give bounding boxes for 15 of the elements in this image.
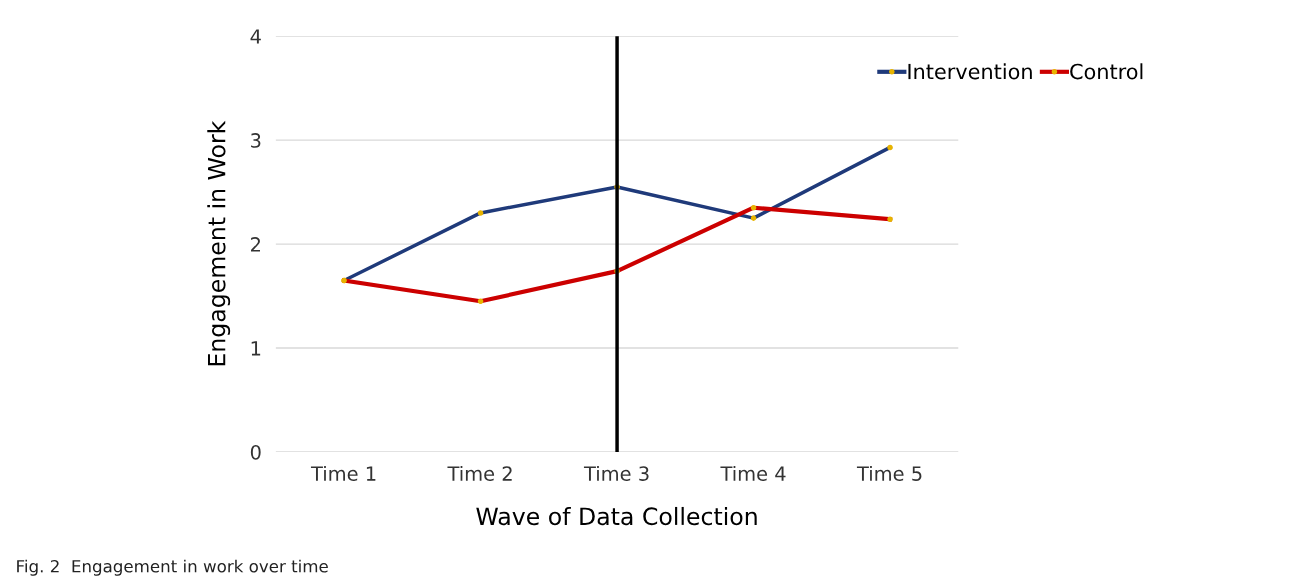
legend-label: Intervention <box>908 63 1032 80</box>
x-axis-title: Wave of Data Collection <box>476 506 757 526</box>
legend-label: Control <box>1070 63 1143 80</box>
caption: Fig. 2 Engagement in work over time <box>17 559 328 576</box>
y-tick-label: 2 <box>251 237 260 252</box>
x-tick-label: Time 3 <box>583 465 649 481</box>
x-tick-label: Time 1 <box>310 465 376 481</box>
x-tick-label: Time 5 <box>856 465 922 481</box>
y-tick-label: 3 <box>251 133 261 148</box>
y-tick-label: 1 <box>251 341 261 356</box>
y-tick-label: 4 <box>250 29 261 44</box>
y-tick-label: 0 <box>250 444 261 460</box>
x-tick-label: Time 4 <box>720 465 786 481</box>
y-axis-title: Engagement in Work <box>207 120 231 366</box>
x-tick-label: Time 2 <box>447 465 512 481</box>
